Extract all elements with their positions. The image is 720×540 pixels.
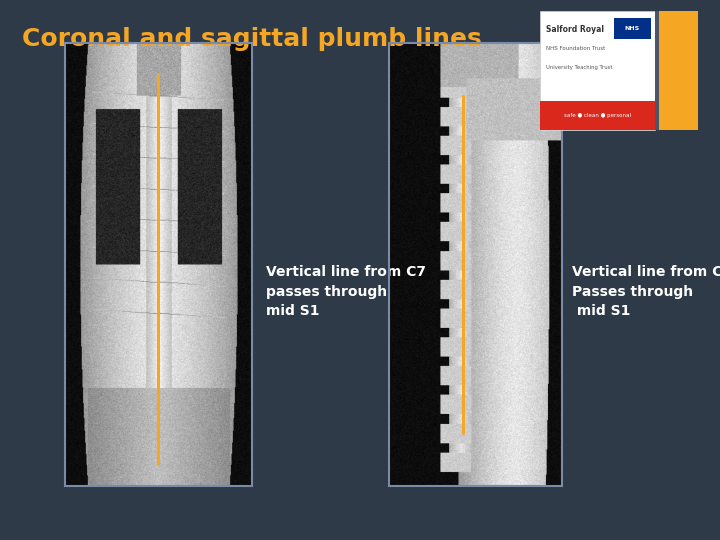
Bar <box>389 43 562 486</box>
Bar <box>65 43 252 486</box>
Bar <box>655 11 659 130</box>
Text: Vertical line from C7
Passes through
 mid S1: Vertical line from C7 Passes through mid… <box>572 265 720 318</box>
Text: NHS: NHS <box>624 26 640 31</box>
Bar <box>540 101 655 130</box>
Text: NHS Foundation Trust: NHS Foundation Trust <box>546 46 605 51</box>
Text: Salford Royal: Salford Royal <box>546 25 604 34</box>
Bar <box>659 11 698 130</box>
Text: Coronal and sagittal plumb lines: Coronal and sagittal plumb lines <box>22 27 482 51</box>
Bar <box>540 11 655 130</box>
Text: Vertical line from C7
passes through
mid S1: Vertical line from C7 passes through mid… <box>266 265 426 318</box>
Text: University Teaching Trust: University Teaching Trust <box>546 65 612 70</box>
Text: safe ● clean ● personal: safe ● clean ● personal <box>564 113 631 118</box>
Bar <box>613 18 651 39</box>
